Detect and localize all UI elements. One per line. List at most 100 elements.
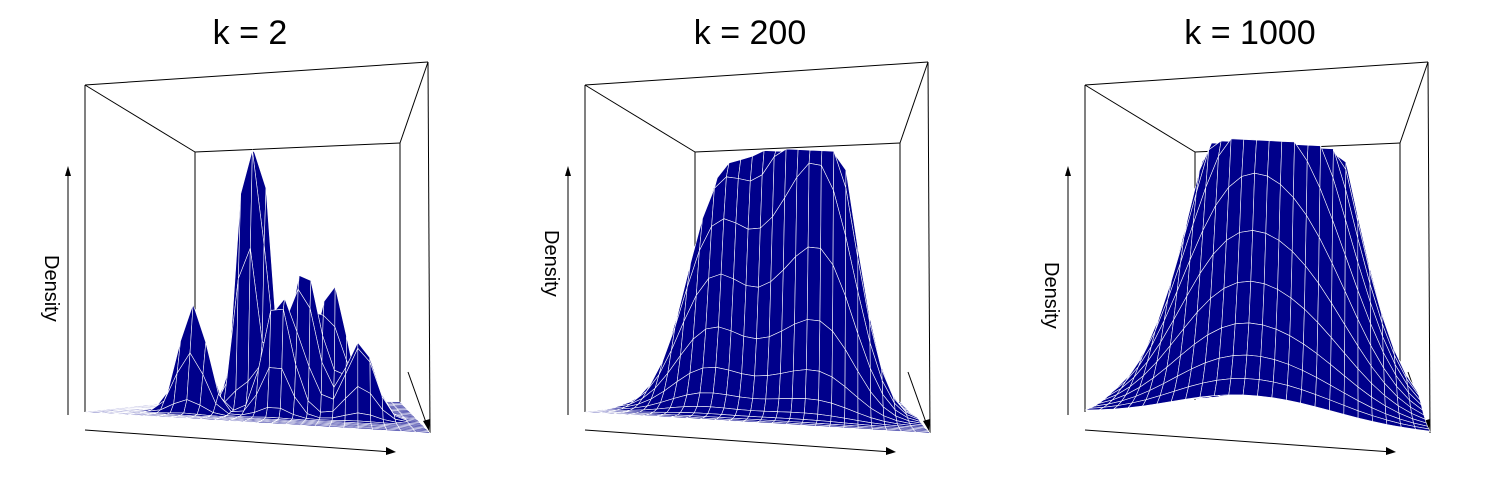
surface-facet (1218, 323, 1236, 359)
surface-facet (818, 370, 833, 404)
surface-facet (748, 410, 765, 418)
surface-facet (807, 162, 822, 249)
surface-facet (1274, 328, 1291, 365)
surface-facet (747, 174, 763, 230)
surface-facet (752, 375, 768, 400)
surface-facet (319, 410, 334, 419)
surface-facet (1265, 175, 1281, 241)
chart-title: k = 1000 (1184, 14, 1316, 52)
axes-frame (584, 61, 931, 434)
surface-facet (1228, 378, 1246, 396)
surface-facet (808, 149, 823, 166)
z-axis-label: Density (40, 255, 62, 322)
surface-facet (1234, 280, 1252, 325)
surface-facet (1254, 139, 1270, 177)
surface-facet (1216, 355, 1234, 381)
density-surface (584, 148, 931, 434)
y-axis-arrowhead (923, 419, 930, 431)
surface-facet (1271, 381, 1288, 401)
surface-facet (789, 411, 805, 420)
surface-facet (741, 335, 757, 377)
x-axis-arrow (1084, 429, 1393, 453)
surface-facet (1232, 322, 1250, 356)
box-edge (1084, 84, 1196, 153)
surface-facet (1248, 280, 1265, 326)
surface-facet (754, 336, 770, 377)
z-axis-label: Density (1040, 262, 1062, 329)
surface-facet (1257, 379, 1274, 398)
surface-facet (775, 411, 792, 419)
surface-facet (1260, 324, 1277, 361)
box-edge (399, 61, 429, 144)
x-axis-arrow (84, 429, 393, 453)
surface-facet (791, 369, 807, 399)
surface-plot-k200 (565, 61, 931, 455)
x-axis-arrowhead (886, 447, 896, 455)
surface-facet (818, 320, 833, 378)
surface-facet (1258, 356, 1276, 383)
surface-facet (726, 369, 743, 398)
z-axis-arrowhead (1065, 166, 1071, 176)
z-axis-arrowhead (565, 166, 571, 176)
box-edge (584, 61, 929, 86)
axis-arrows (565, 166, 930, 455)
surface-facet (1262, 283, 1278, 330)
axis-arrows (65, 166, 430, 455)
surface-facet (745, 227, 761, 288)
panel-k2: k = 2 Density (0, 0, 500, 500)
surface-facet (790, 398, 806, 414)
surface-facet (1242, 378, 1260, 397)
box-edge (427, 61, 431, 434)
surface-facet (1223, 231, 1240, 289)
surface-facet (1241, 139, 1257, 177)
box-edge (1399, 61, 1429, 144)
surface-facet (806, 246, 821, 322)
density-surface (1084, 137, 1431, 432)
surface-facet (743, 285, 759, 340)
surface-facet (913, 430, 931, 434)
chart-title: k = 200 (693, 14, 807, 52)
density-surface (84, 149, 431, 434)
surface-facet (1263, 232, 1280, 290)
surface-facet (804, 398, 819, 415)
y-axis-arrow (407, 371, 429, 429)
box-edge (927, 61, 931, 434)
surface-facet (723, 394, 740, 410)
surface-facet (1237, 230, 1254, 283)
surface-facet (1414, 426, 1431, 432)
surface-facet (756, 281, 772, 340)
surface-facet (777, 398, 793, 413)
surface-facet (710, 392, 727, 409)
surface-facet (1252, 172, 1268, 234)
surface-facet (1214, 378, 1232, 396)
box-edge (1427, 61, 1431, 434)
surface-facet (762, 410, 778, 419)
surface-facet (712, 366, 730, 396)
surface-facet (715, 326, 732, 371)
box-edge (194, 142, 401, 153)
surface-facet (1250, 230, 1267, 285)
surface-facet (780, 323, 795, 374)
surface-facet (750, 398, 767, 412)
surface-facet (707, 406, 725, 415)
surface-facet (265, 407, 281, 419)
panel-k200: k = 200 Density (500, 0, 1000, 500)
x-axis-arrowhead (386, 447, 396, 455)
surface-plot-k2 (65, 61, 431, 455)
surface-facet (268, 308, 284, 370)
x-axis-arrowhead (1386, 447, 1396, 455)
surface-facet (730, 278, 747, 337)
panel-k1000: k = 1000 Density (1000, 0, 1500, 500)
surface-facet (728, 330, 745, 375)
surface-facet (1230, 354, 1248, 380)
surface-facet (1246, 322, 1263, 357)
x-axis-arrow (584, 429, 893, 453)
box-edge (694, 142, 901, 153)
surface-facet (1221, 282, 1238, 329)
surface-facet (778, 370, 794, 400)
surface-facet (765, 373, 781, 400)
surface-plot-k1000 (1065, 61, 1431, 455)
surface-facet (763, 398, 780, 413)
box-edge (84, 61, 429, 86)
chart-title: k = 2 (212, 14, 288, 52)
